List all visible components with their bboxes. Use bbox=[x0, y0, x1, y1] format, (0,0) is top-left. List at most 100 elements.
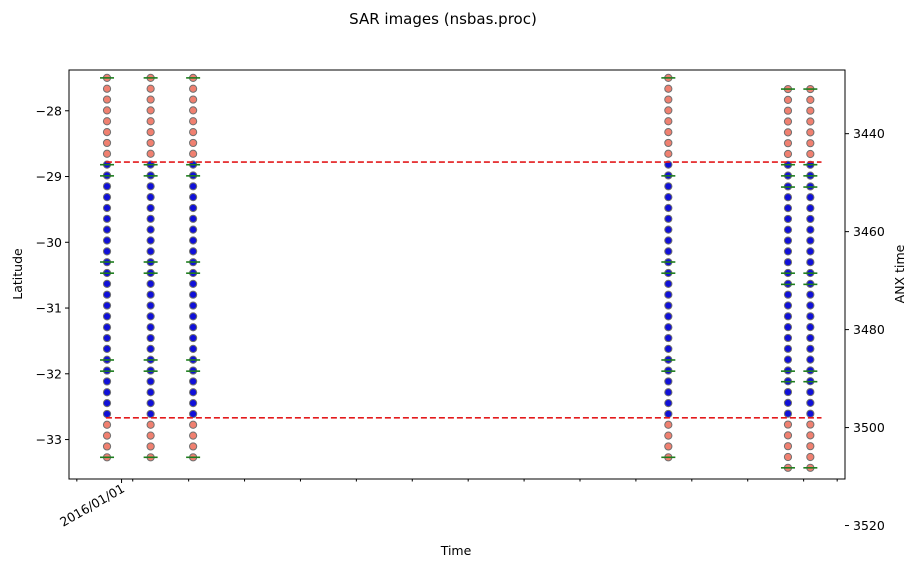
data-point bbox=[806, 236, 815, 245]
plot-layer bbox=[100, 73, 822, 472]
data-point bbox=[783, 344, 793, 353]
data-point bbox=[664, 290, 673, 299]
data-point bbox=[102, 203, 112, 213]
data-point bbox=[806, 387, 815, 397]
data-point bbox=[189, 290, 198, 299]
y2-tick-label: 3460 bbox=[853, 224, 885, 239]
data-point bbox=[783, 236, 793, 245]
data-point bbox=[783, 431, 793, 440]
data-point bbox=[664, 377, 673, 386]
y2-tick-label: 3440 bbox=[853, 126, 885, 141]
y2-axis-label: ANX time bbox=[892, 244, 907, 303]
data-point bbox=[146, 377, 155, 386]
data-point bbox=[102, 420, 112, 429]
data-point bbox=[146, 247, 155, 256]
data-point bbox=[664, 117, 673, 126]
data-point bbox=[664, 312, 673, 321]
data-point bbox=[189, 333, 198, 343]
data-point bbox=[102, 149, 112, 158]
data-point bbox=[146, 420, 155, 429]
y-tick-label: −28 bbox=[36, 103, 62, 118]
data-point bbox=[806, 106, 815, 115]
data-point bbox=[146, 409, 155, 419]
data-point bbox=[806, 258, 815, 267]
data-point bbox=[664, 95, 673, 104]
data-point bbox=[146, 214, 155, 223]
data-point bbox=[102, 84, 112, 93]
data-point bbox=[146, 84, 155, 93]
y2-tick-label: 3480 bbox=[853, 322, 885, 337]
data-point bbox=[102, 442, 112, 451]
x-tick-label: 2016/01/01 bbox=[57, 481, 127, 530]
data-point bbox=[102, 344, 112, 353]
data-point bbox=[664, 301, 673, 310]
data-point bbox=[664, 247, 673, 256]
data-point bbox=[664, 333, 673, 343]
data-point bbox=[664, 149, 673, 158]
y-tick-label: −31 bbox=[36, 301, 62, 316]
x-axis-label: Time bbox=[440, 543, 472, 558]
data-point bbox=[783, 333, 793, 343]
y-tick-label: −33 bbox=[36, 432, 62, 447]
data-point bbox=[102, 236, 112, 245]
data-point bbox=[806, 290, 815, 299]
data-point bbox=[783, 442, 793, 451]
data-point bbox=[189, 279, 198, 288]
data-point bbox=[664, 84, 673, 93]
data-point bbox=[806, 301, 815, 310]
data-point bbox=[189, 127, 198, 137]
data-point bbox=[783, 420, 793, 429]
data-point bbox=[102, 225, 112, 234]
data-point bbox=[664, 214, 673, 223]
data-point bbox=[783, 117, 793, 126]
data-point bbox=[806, 95, 815, 104]
data-point bbox=[806, 344, 815, 353]
data-point bbox=[189, 442, 198, 451]
data-point bbox=[664, 138, 673, 148]
data-point bbox=[783, 149, 793, 159]
data-point bbox=[146, 182, 155, 191]
data-point bbox=[664, 442, 673, 451]
data-point bbox=[664, 182, 673, 191]
data-point bbox=[189, 95, 198, 104]
data-point bbox=[102, 312, 112, 321]
data-point bbox=[806, 214, 815, 224]
data-point bbox=[189, 193, 198, 202]
data-point bbox=[664, 279, 673, 288]
data-point bbox=[146, 344, 155, 353]
data-point bbox=[146, 106, 155, 115]
data-point bbox=[783, 247, 793, 256]
data-point bbox=[189, 388, 198, 397]
data-point bbox=[664, 344, 673, 353]
data-point bbox=[664, 225, 673, 234]
data-point bbox=[783, 355, 793, 364]
data-point bbox=[783, 312, 793, 321]
data-point bbox=[189, 106, 198, 115]
data-point bbox=[783, 301, 793, 310]
data-point bbox=[146, 127, 155, 137]
data-point bbox=[664, 106, 673, 115]
data-point bbox=[146, 442, 155, 451]
data-point bbox=[189, 301, 198, 310]
data-point bbox=[189, 431, 198, 440]
data-point bbox=[664, 399, 673, 408]
data-point bbox=[783, 204, 793, 213]
data-point bbox=[783, 290, 793, 299]
data-point bbox=[189, 236, 198, 245]
data-point bbox=[189, 344, 198, 353]
data-point bbox=[664, 193, 673, 202]
data-point bbox=[146, 117, 155, 126]
data-point bbox=[189, 225, 198, 234]
data-point bbox=[102, 214, 112, 223]
data-point bbox=[146, 301, 155, 310]
data-point bbox=[806, 225, 815, 234]
data-point bbox=[102, 431, 112, 440]
data-point bbox=[664, 431, 673, 440]
data-point bbox=[189, 312, 198, 321]
data-point bbox=[189, 377, 198, 386]
data-point bbox=[189, 149, 198, 158]
data-point bbox=[102, 106, 112, 115]
chart-title: SAR images (nsbas.proc) bbox=[349, 10, 537, 28]
data-point bbox=[146, 399, 155, 408]
